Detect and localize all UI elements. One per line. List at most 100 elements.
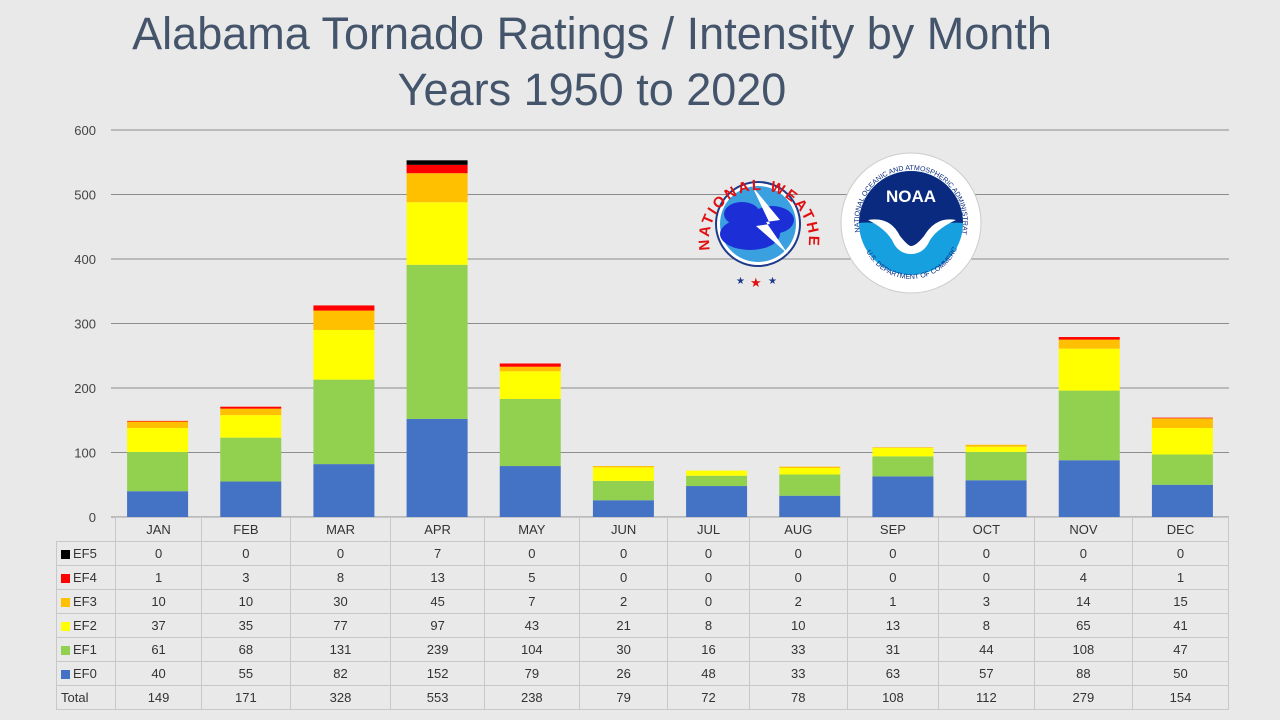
table-row-ef2: EF2 37 35 77 97 43 21 8 10 13 8 65 41: [56, 613, 1229, 638]
table-month-header: JUN: [578, 517, 669, 542]
table-total-cell: 279: [1033, 685, 1134, 710]
bar-ef0-oct: [965, 480, 1027, 517]
table-cell: 97: [390, 613, 485, 638]
table-row-ef0: EF0 40 55 82 152 79 26 48 33 63 57 88 50: [56, 661, 1229, 686]
table-row-total: Total 149 171 328 553 238 79 72 78 108 112 279 154: [56, 685, 1229, 710]
table-cell: 1: [114, 565, 203, 590]
bar-ef3-sep: [872, 447, 934, 448]
table-cell: 108: [1033, 637, 1134, 662]
table-cell: 7: [483, 589, 580, 614]
table-corner-cell: [56, 517, 116, 542]
bar-ef0-jan: [127, 491, 189, 517]
table-month-header: MAR: [289, 517, 392, 542]
table-cell: 0: [289, 541, 392, 566]
table-cell: 131: [289, 637, 392, 662]
bar-ef5-apr: [406, 160, 468, 165]
table-cell: 0: [578, 541, 669, 566]
bar-ef1-jan: [127, 451, 189, 492]
bar-ef3-dec: [1151, 418, 1213, 428]
bar-ef2-sep: [872, 447, 934, 457]
table-cell: 21: [578, 613, 669, 638]
bar-ef1-mar: [313, 379, 375, 465]
table-cell: 1: [846, 589, 939, 614]
table-cell: 50: [1132, 661, 1229, 686]
table-header-row: JAN FEB MAR APR MAY JUN JUL AUG SEP OCT NOV DEC: [56, 517, 1229, 542]
table-cell: 0: [748, 565, 848, 590]
y-tick-label: 200: [74, 381, 96, 396]
table-cell: 0: [114, 541, 203, 566]
table-cell: 1: [1132, 565, 1229, 590]
bar-ef2-dec: [1151, 427, 1213, 455]
table-row-label: EF3: [56, 589, 116, 614]
bar-ef1-may: [499, 398, 561, 467]
table-month-header: AUG: [748, 517, 848, 542]
bar-ef3-jun: [592, 466, 654, 468]
table-row-label: EF1: [56, 637, 116, 662]
legend-swatch-ef0: [61, 670, 70, 679]
table-cell: 55: [201, 661, 291, 686]
y-tick-label: 400: [74, 252, 96, 267]
legend-swatch-ef1: [61, 646, 70, 655]
y-tick-label: 600: [74, 123, 96, 138]
table-cell: 31: [846, 637, 939, 662]
table-month-header: FEB: [201, 517, 291, 542]
bar-ef0-aug: [779, 495, 841, 517]
table-cell: 0: [667, 565, 750, 590]
table-cell: 0: [937, 565, 1035, 590]
svg-text:★: ★: [750, 275, 762, 290]
bar-ef4-feb: [220, 406, 282, 409]
legend-label: EF4: [73, 570, 97, 585]
table-cell: 0: [1033, 541, 1134, 566]
bar-ef4-jan: [127, 420, 189, 422]
table-cell: 15: [1132, 589, 1229, 614]
table-total-cell: 108: [846, 685, 939, 710]
table-cell: 82: [289, 661, 392, 686]
data-table: JAN FEB MAR APR MAY JUN JUL AUG SEP OCT NOV DEC EF5 0…: [56, 517, 1229, 710]
bar-ef1-nov: [1058, 390, 1120, 461]
table-cell: 30: [578, 637, 669, 662]
table-cell: 0: [667, 541, 750, 566]
table-cell: 0: [667, 589, 750, 614]
table-month-header: NOV: [1033, 517, 1134, 542]
bar-ef1-dec: [1151, 454, 1213, 485]
bar-ef1-feb: [220, 437, 282, 482]
chart-title: Alabama Tornado Ratings / Intensity by M…: [0, 6, 1280, 118]
bar-ef0-apr: [406, 418, 468, 517]
bar-ef2-apr: [406, 202, 468, 265]
table-cell: 30: [289, 589, 392, 614]
table-cell: 239: [390, 637, 485, 662]
table-row-ef3: EF3 10 10 30 45 7 2 0 2 1 3 14 15: [56, 589, 1229, 614]
table-total-cell: 149: [114, 685, 203, 710]
bar-ef1-sep: [872, 456, 934, 477]
table-row-ef1: EF1 61 68 131 239 104 30 16 33 31 44 108 47: [56, 637, 1229, 662]
table-cell: 8: [667, 613, 750, 638]
table-cell: 5: [483, 565, 580, 590]
bar-ef1-jun: [592, 480, 654, 501]
legend-swatch-ef2: [61, 622, 70, 631]
table-cell: 14: [1033, 589, 1134, 614]
table-total-cell: 154: [1132, 685, 1229, 710]
table-cell: 79: [483, 661, 580, 686]
table-month-header: JAN: [114, 517, 203, 542]
bar-ef3-mar: [313, 310, 375, 330]
table-cell: 0: [748, 541, 848, 566]
bar-ef2-oct: [965, 446, 1027, 452]
table-month-header: DEC: [1132, 517, 1229, 542]
noaa-wordmark: NOAA: [886, 187, 936, 206]
table-cell: 43: [483, 613, 580, 638]
table-cell: 33: [748, 661, 848, 686]
svg-text:★: ★: [736, 276, 745, 287]
bar-ef0-jun: [592, 500, 654, 517]
chart-title-line2: Years 1950 to 2020: [397, 64, 787, 115]
table-total-cell: 553: [390, 685, 485, 710]
table-cell: 33: [748, 637, 848, 662]
bar-ef1-oct: [965, 451, 1027, 481]
legend-label: EF1: [73, 642, 97, 657]
table-cell: 13: [846, 613, 939, 638]
bar-ef2-jul: [686, 470, 748, 476]
table-cell: 35: [201, 613, 291, 638]
bar-ef4-dec: [1151, 417, 1213, 419]
bar-ef0-may: [499, 466, 561, 517]
table-total-cell: 72: [667, 685, 750, 710]
